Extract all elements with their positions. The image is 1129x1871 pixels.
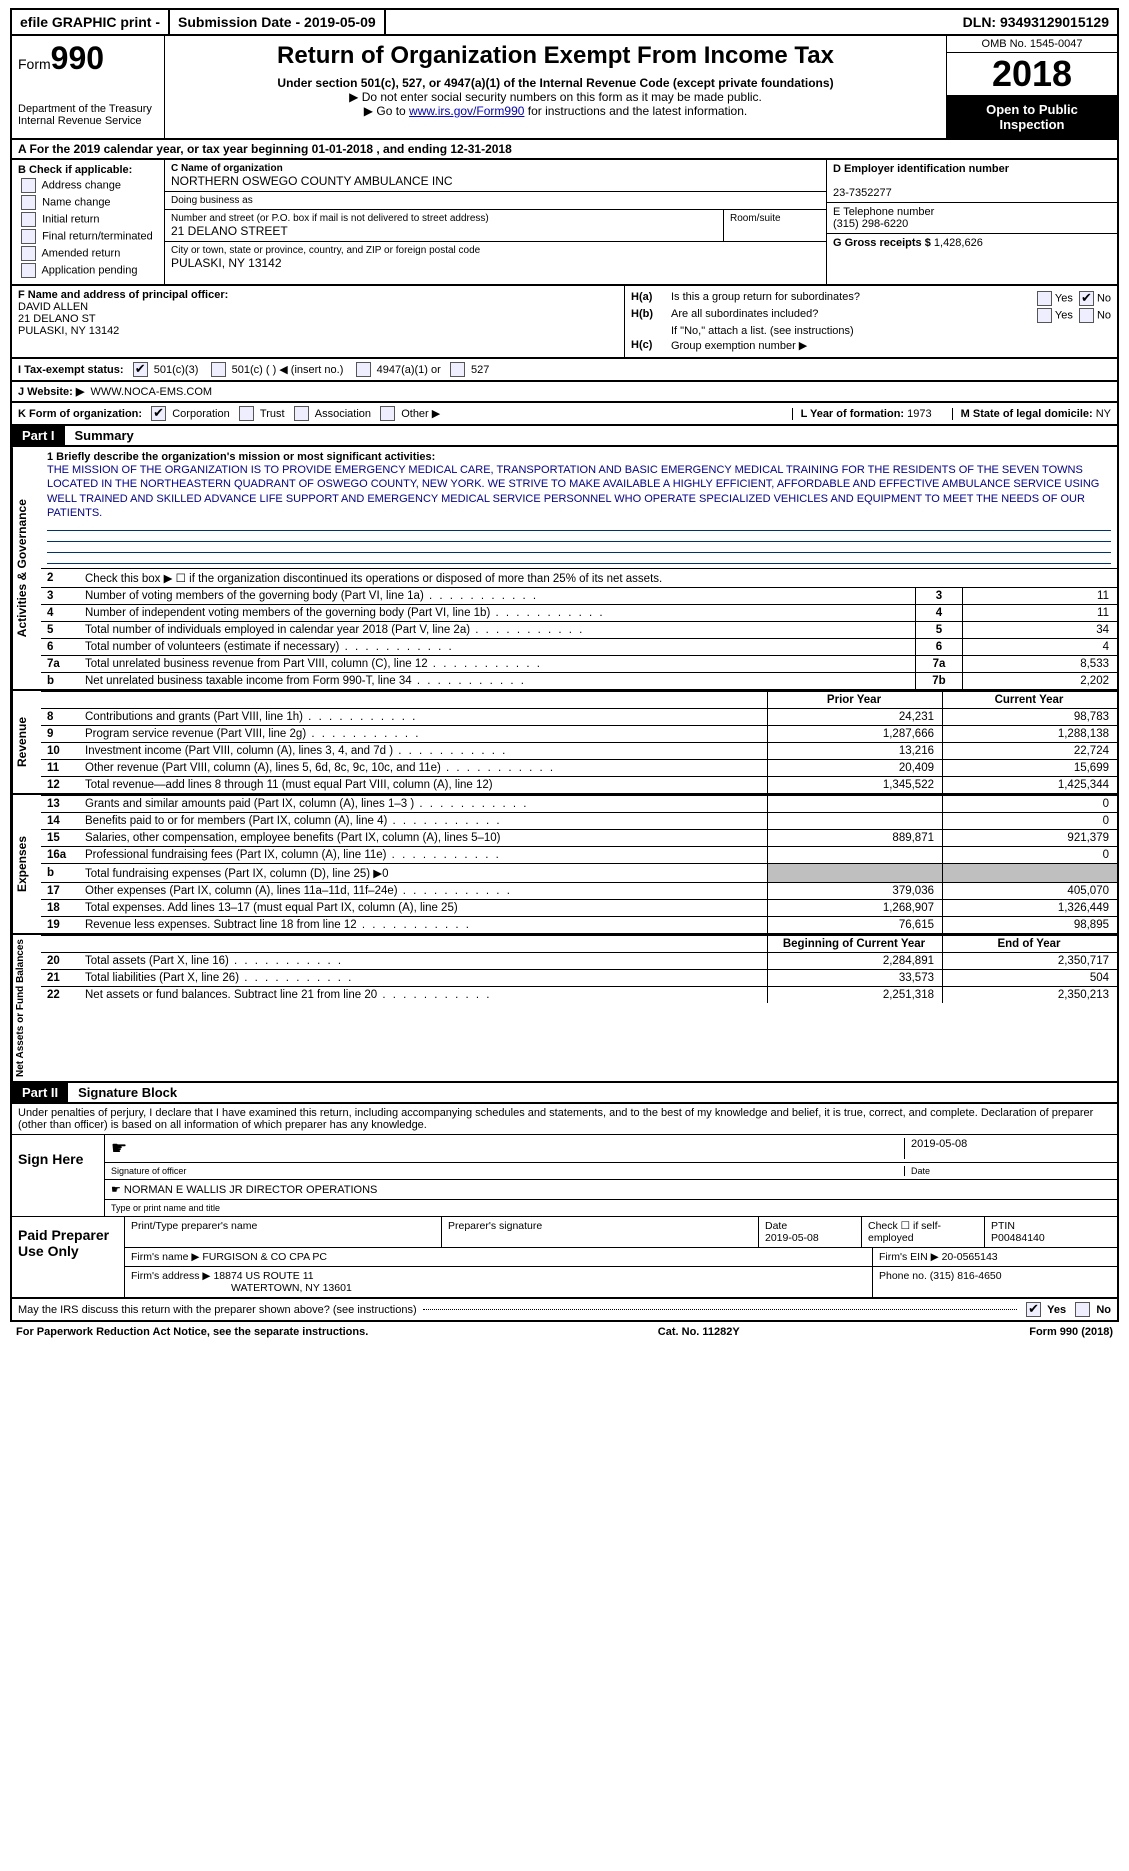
row-i-tax-status: I Tax-exempt status: 501(c)(3) 501(c) ( …: [10, 359, 1119, 382]
ein: 23-7352277: [833, 187, 892, 199]
chk-other[interactable]: [380, 406, 395, 421]
chk-final-return[interactable]: Final return/terminated: [18, 229, 158, 244]
dln: DLN: 93493129015129: [955, 10, 1117, 34]
group-revenue: Revenue Prior YearCurrent Year 8Contribu…: [10, 691, 1119, 795]
mission-block: 1 Briefly describe the organization's mi…: [41, 447, 1117, 568]
chk-discuss-no[interactable]: [1075, 1302, 1090, 1317]
prep-date: 2019-05-08: [765, 1232, 819, 1244]
ag-table: 2Check this box ▶ ☐ if the organization …: [41, 568, 1117, 689]
efile-label: efile GRAPHIC print -: [12, 10, 170, 34]
chk-name-change[interactable]: Name change: [18, 195, 158, 210]
revenue-table: Prior YearCurrent Year 8Contributions an…: [41, 691, 1117, 793]
firm-address: 18874 US ROUTE 11: [213, 1270, 313, 1282]
net-assets-table: Beginning of Current YearEnd of Year 20T…: [41, 935, 1117, 1003]
row-j-website: J Website: ▶ WWW.NOCA-EMS.COM: [10, 382, 1119, 403]
city-state-zip: PULASKI, NY 13142: [171, 256, 820, 270]
gross-receipts: 1,428,626: [934, 237, 983, 249]
chk-address-change[interactable]: Address change: [18, 178, 158, 193]
part2-header: Part II Signature Block: [10, 1083, 1119, 1104]
chk-527[interactable]: [450, 362, 465, 377]
ptin: P00484140: [991, 1232, 1045, 1244]
state-domicile: NY: [1096, 408, 1111, 420]
chk-corporation[interactable]: [151, 406, 166, 421]
group-net-assets: Net Assets or Fund Balances Beginning of…: [10, 935, 1119, 1083]
chk-ha-yes[interactable]: [1037, 291, 1052, 306]
signature-block: Under penalties of perjury, I declare th…: [10, 1104, 1119, 1299]
chk-hb-yes[interactable]: [1037, 308, 1052, 323]
form-id-block: Form990 Department of the Treasury Inter…: [12, 36, 165, 138]
chk-initial-return[interactable]: Initial return: [18, 212, 158, 227]
mission-text: THE MISSION OF THE ORGANIZATION IS TO PR…: [47, 464, 1099, 519]
col-d-ein-tel: D Employer identification number 23-7352…: [827, 160, 1117, 284]
chk-trust[interactable]: [239, 406, 254, 421]
chk-501c3[interactable]: [133, 362, 148, 377]
chk-discuss-yes[interactable]: [1026, 1302, 1041, 1317]
footer-discuss: May the IRS discuss this return with the…: [10, 1299, 1119, 1322]
firm-name: FURGISON & CO CPA PC: [202, 1251, 327, 1263]
chk-application-pending[interactable]: Application pending: [18, 263, 158, 278]
form-header: Form990 Department of the Treasury Inter…: [10, 36, 1119, 140]
street-address: 21 DELANO STREET: [171, 224, 717, 238]
group-expenses: Expenses 13Grants and similar amounts pa…: [10, 795, 1119, 935]
sig-date: 2019-05-08: [904, 1138, 1111, 1159]
website-url: WWW.NOCA-EMS.COM: [90, 386, 212, 398]
section-fh: F Name and address of principal officer:…: [10, 286, 1119, 359]
chk-amended-return[interactable]: Amended return: [18, 246, 158, 261]
form-year-block: OMB No. 1545-0047 2018 Open to Public In…: [946, 36, 1117, 138]
principal-officer: DAVID ALLEN 21 DELANO ST PULASKI, NY 131…: [18, 301, 119, 337]
chk-ha-no[interactable]: [1079, 291, 1094, 306]
instructions-link[interactable]: www.irs.gov/Form990: [409, 104, 524, 118]
group-activities-governance: Activities & Governance 1 Briefly descri…: [10, 447, 1119, 691]
telephone: (315) 298-6220: [833, 218, 908, 230]
row-a-tax-year: A For the 2019 calendar year, or tax yea…: [10, 140, 1119, 160]
chk-association[interactable]: [294, 406, 309, 421]
part1-header: Part I Summary: [10, 426, 1119, 447]
submission-date: Submission Date - 2019-05-09: [170, 10, 386, 34]
col-c-org-info: C Name of organization NORTHERN OSWEGO C…: [165, 160, 827, 284]
form-title: Return of Organization Exempt From Incom…: [173, 42, 938, 70]
form-title-block: Return of Organization Exempt From Incom…: [165, 36, 946, 138]
firm-phone: (315) 816-4650: [930, 1270, 1002, 1282]
year-formation: 1973: [907, 408, 931, 420]
chk-4947[interactable]: [356, 362, 371, 377]
top-bar: efile GRAPHIC print - Submission Date - …: [10, 8, 1119, 36]
section-bcd: B Check if applicable: Address change Na…: [10, 160, 1119, 286]
officer-name-title: NORMAN E WALLIS JR DIRECTOR OPERATIONS: [124, 1184, 377, 1196]
room-suite-label: Room/suite: [724, 210, 826, 241]
org-name: NORTHERN OSWEGO COUNTY AMBULANCE INC: [171, 174, 820, 188]
expenses-table: 13Grants and similar amounts paid (Part …: [41, 795, 1117, 933]
col-b-checkboxes: B Check if applicable: Address change Na…: [12, 160, 165, 284]
chk-hb-no[interactable]: [1079, 308, 1094, 323]
page-footer: For Paperwork Reduction Act Notice, see …: [10, 1322, 1119, 1342]
chk-501c[interactable]: [211, 362, 226, 377]
firm-ein: 20-0565143: [942, 1251, 998, 1263]
row-k-form-org: K Form of organization: Corporation Trus…: [10, 403, 1119, 426]
